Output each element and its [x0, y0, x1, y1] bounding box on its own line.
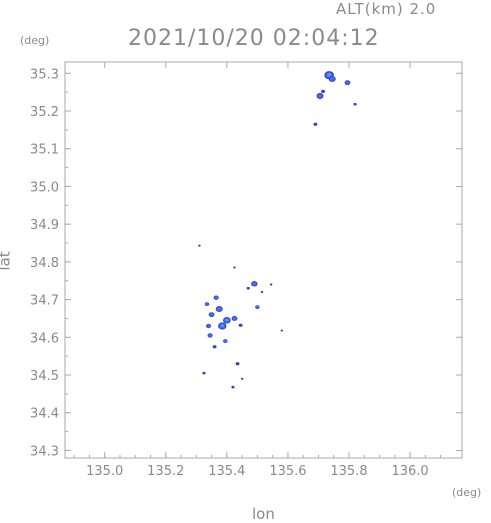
echo-point — [213, 295, 219, 300]
echo-point — [328, 75, 336, 82]
x-tick-label: 135.6 — [269, 464, 306, 479]
x-axis-ticks: 135.0 135.2 135.4 135.6 135.8 136.0 — [73, 62, 442, 479]
echo-point — [260, 290, 264, 294]
echo-point — [208, 312, 215, 318]
echo-point — [344, 80, 351, 86]
echo-point — [321, 89, 325, 94]
y-tick-label: 34.7 — [30, 294, 59, 309]
echo-point — [205, 323, 212, 329]
y-tick-label: 34.9 — [30, 218, 59, 233]
x-tick-label: 135.2 — [147, 464, 184, 479]
x-tick-label: 135.0 — [86, 464, 123, 479]
echo-point — [198, 244, 201, 247]
y-tick-label: 34.6 — [30, 331, 59, 346]
echo-point — [218, 322, 227, 330]
echo-point — [231, 315, 238, 321]
y-tick-label: 34.4 — [30, 407, 59, 422]
echo-point — [316, 92, 324, 99]
echo-point — [207, 333, 213, 338]
y-tick-label: 34.3 — [30, 444, 59, 459]
y-axis-ticks: 34.3 34.4 34.5 34.6 34.7 34.8 34.9 35.0 35.1 35.2… — [30, 67, 462, 459]
echo-point — [202, 371, 206, 375]
plot-frame — [64, 61, 463, 459]
y-tick-label: 35.1 — [30, 143, 59, 158]
timestamp-title: 2021/10/20 02:04:12 — [128, 26, 380, 51]
x-unit-label: (deg) — [452, 486, 482, 499]
echo-point — [313, 122, 318, 126]
echo-point — [235, 362, 240, 366]
echo-point — [204, 302, 210, 307]
altitude-label: ALT(km) 2.0 — [336, 0, 437, 18]
x-tick-label: 136.0 — [391, 464, 428, 479]
echo-point — [255, 305, 260, 310]
echo-point — [240, 377, 244, 380]
y-tick-label: 35.2 — [30, 105, 59, 120]
echo-point — [246, 286, 250, 290]
echo-point — [212, 345, 217, 349]
y-tick-label: 35.3 — [30, 67, 59, 82]
echo-point — [233, 266, 236, 269]
y-unit-label: (deg) — [20, 34, 50, 47]
x-axis-label: lon — [252, 505, 275, 523]
echo-marks — [198, 71, 357, 389]
y-tick-label: 34.5 — [30, 369, 59, 384]
echo-point — [238, 323, 243, 327]
echo-point — [269, 283, 273, 286]
echo-point — [231, 385, 235, 389]
echo-point — [251, 281, 258, 287]
y-tick-label: 34.8 — [30, 256, 59, 271]
echo-point — [215, 306, 223, 313]
x-tick-label: 135.4 — [208, 464, 245, 479]
echo-point — [223, 339, 228, 344]
x-tick-label: 135.8 — [330, 464, 367, 479]
y-tick-label: 35.0 — [30, 180, 59, 195]
echo-point — [223, 317, 231, 324]
echo-point — [353, 102, 357, 106]
echo-point — [280, 329, 284, 332]
